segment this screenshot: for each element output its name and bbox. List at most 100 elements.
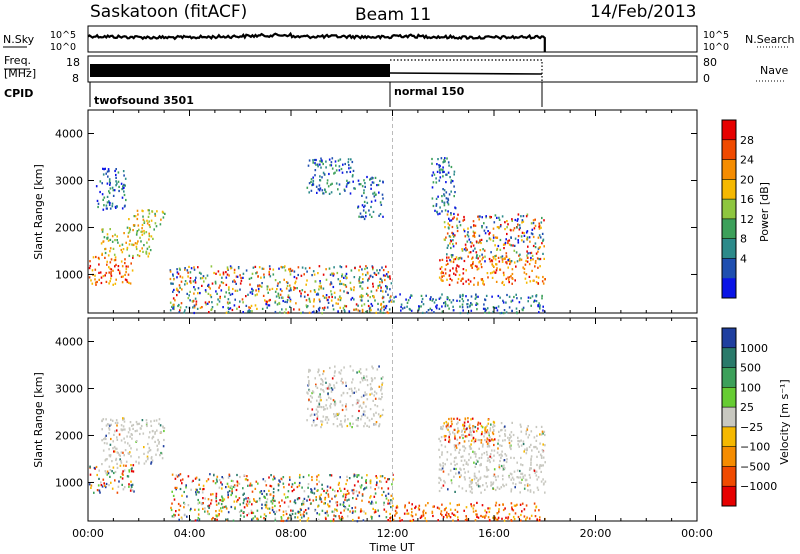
scatter-cell [220, 510, 223, 513]
scatter-cell [319, 175, 321, 178]
scatter-cell [337, 302, 339, 305]
scatter-cell [316, 412, 318, 415]
scatter-cell [277, 282, 279, 285]
scatter-cell [507, 276, 509, 279]
scatter-cell [419, 516, 422, 519]
scatter-cell [212, 516, 214, 520]
scatter-cell [274, 290, 277, 293]
scatter-cell [453, 185, 455, 188]
scatter-cell [331, 272, 333, 275]
scatter-cell [455, 242, 457, 245]
scatter-cell [380, 398, 382, 401]
scatter-cell [468, 458, 470, 462]
scatter-cell [528, 263, 531, 266]
scatter-cell [411, 515, 414, 518]
scatter-cell [360, 418, 362, 421]
scatter-cell [345, 285, 348, 288]
scatter-cell [535, 300, 538, 303]
scatter-cell [505, 483, 508, 486]
scatter-cell [495, 306, 498, 309]
scatter-cell [140, 424, 143, 428]
scatter-cell [101, 428, 103, 431]
scatter-cell [487, 418, 490, 421]
scatter-cell [114, 169, 116, 173]
scatter-cell [314, 280, 317, 283]
scatter-cell [491, 276, 494, 279]
scatter-cell [233, 304, 236, 307]
scatter-cell [468, 453, 470, 456]
scatter-cell [102, 208, 105, 211]
scatter-cell [455, 444, 457, 447]
scatter-cell [530, 251, 533, 254]
scatter-cell [279, 505, 281, 508]
scatter-cell [123, 186, 125, 189]
scatter-cell [107, 254, 110, 257]
scatter-cell [176, 268, 178, 271]
scatter-cell [534, 509, 536, 512]
scatter-cell [529, 252, 531, 255]
scatter-cell [283, 278, 285, 281]
scatter-cell [112, 447, 114, 450]
scatter-cell [464, 447, 467, 450]
scatter-cell [329, 519, 332, 523]
scatter-cell [266, 306, 268, 309]
scatter-cell [527, 489, 529, 492]
scatter-cell [505, 460, 508, 464]
scatter-cell [529, 467, 531, 470]
scatter-cell [362, 379, 364, 382]
scatter-cell [219, 295, 221, 298]
scatter-cell [444, 160, 446, 163]
scatter-cell [473, 452, 476, 455]
scatter-cell [297, 266, 300, 269]
scatter-cell [239, 274, 241, 277]
scatter-cell [459, 294, 461, 297]
scatter-cell [543, 257, 545, 260]
scatter-cell [538, 465, 541, 468]
scatter-cell [459, 305, 461, 308]
scatter-cell [474, 297, 477, 300]
scatter-cell [388, 478, 390, 481]
scatter-cell [345, 384, 347, 387]
scatter-cell [195, 303, 198, 306]
scatter-cell [158, 442, 160, 445]
scatter-cell [296, 287, 298, 290]
scatter-cell [120, 260, 123, 263]
scatter-cell [289, 300, 292, 303]
scatter-cell [423, 509, 425, 512]
scatter-cell [195, 276, 197, 279]
scatter-cell [99, 271, 102, 274]
scatter-cell [379, 480, 381, 483]
scatter-cell [148, 449, 151, 452]
scatter-cell [206, 302, 209, 305]
scatter-cell [103, 236, 106, 239]
scatter-cell [454, 206, 456, 209]
scatter-cell [381, 266, 383, 269]
scatter-cell [148, 220, 150, 223]
scatter-cell [146, 422, 148, 425]
scatter-cell [526, 516, 528, 519]
scatter-cell [239, 300, 241, 303]
scatter-cell [322, 192, 325, 195]
scatter-cell [90, 486, 92, 489]
scatter-cell [514, 237, 517, 240]
scatter-cell [272, 487, 275, 490]
scatter-cell [141, 419, 144, 422]
scatter-cell [510, 431, 513, 434]
scatter-cell [385, 516, 388, 519]
scatter-cell [509, 446, 512, 449]
scatter-cell [107, 239, 110, 242]
scatter-cell [115, 263, 117, 266]
scatter-cell [233, 486, 236, 489]
scatter-cell [473, 234, 475, 237]
scatter-cell [448, 440, 450, 443]
scatter-cell [532, 219, 535, 222]
scatter-cell [376, 405, 379, 408]
scatter-cell [448, 417, 450, 421]
scatter-cell [379, 269, 381, 272]
scatter-cell [344, 162, 346, 166]
scatter-cell [448, 193, 451, 196]
scatter-cell [460, 430, 463, 433]
scatter-cell [326, 489, 329, 492]
scatter-cell [481, 453, 483, 456]
scatter-cell [231, 487, 233, 491]
